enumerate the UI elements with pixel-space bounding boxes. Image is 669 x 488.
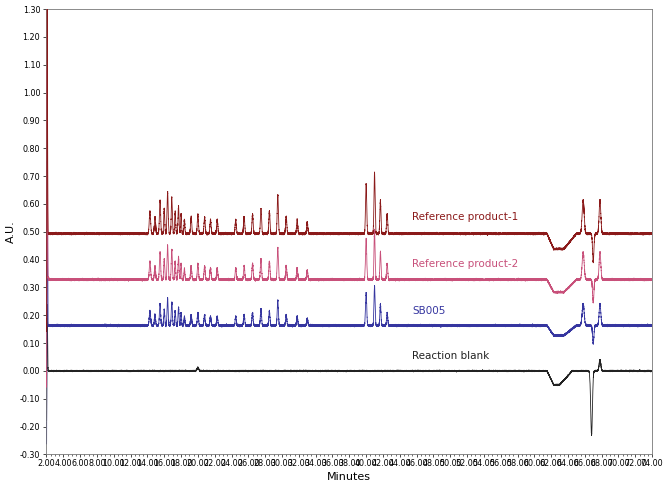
Text: Reference product-2: Reference product-2 bbox=[412, 259, 518, 269]
Y-axis label: A.U.: A.U. bbox=[5, 221, 15, 243]
X-axis label: Minutes: Minutes bbox=[327, 472, 371, 483]
Text: Reference product-1: Reference product-1 bbox=[412, 212, 518, 222]
Text: Reaction blank: Reaction blank bbox=[412, 351, 490, 361]
Text: SB005: SB005 bbox=[412, 306, 446, 316]
